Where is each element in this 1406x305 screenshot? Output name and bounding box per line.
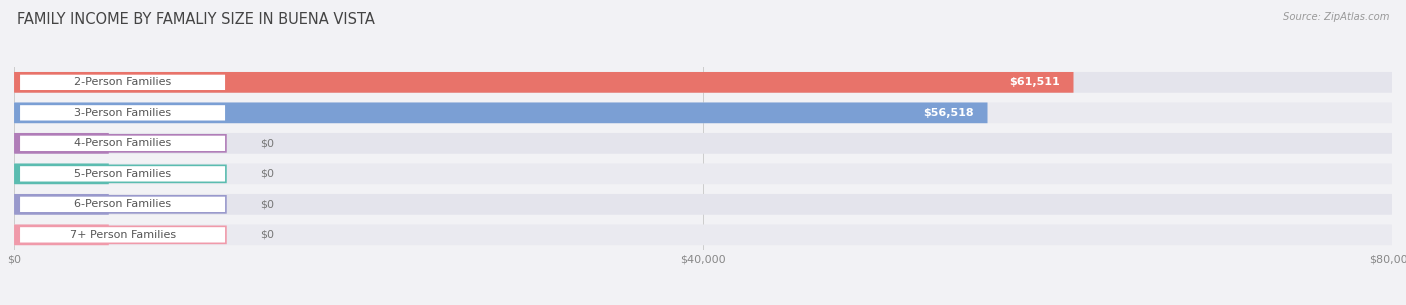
FancyBboxPatch shape [14, 224, 108, 245]
Text: $0: $0 [260, 199, 274, 209]
FancyBboxPatch shape [14, 224, 1392, 245]
Text: 4-Person Families: 4-Person Families [75, 138, 172, 148]
FancyBboxPatch shape [14, 133, 1392, 154]
FancyBboxPatch shape [20, 226, 226, 243]
Text: FAMILY INCOME BY FAMALIY SIZE IN BUENA VISTA: FAMILY INCOME BY FAMALIY SIZE IN BUENA V… [17, 12, 375, 27]
Text: $61,511: $61,511 [1010, 77, 1060, 87]
FancyBboxPatch shape [20, 74, 226, 91]
Text: 2-Person Families: 2-Person Families [75, 77, 172, 87]
FancyBboxPatch shape [20, 165, 226, 182]
FancyBboxPatch shape [20, 104, 226, 121]
FancyBboxPatch shape [20, 135, 226, 152]
FancyBboxPatch shape [14, 133, 108, 154]
FancyBboxPatch shape [14, 194, 108, 215]
Text: 5-Person Families: 5-Person Families [75, 169, 172, 179]
FancyBboxPatch shape [20, 196, 226, 213]
FancyBboxPatch shape [14, 72, 1074, 93]
FancyBboxPatch shape [14, 102, 987, 123]
FancyBboxPatch shape [14, 163, 1392, 184]
Text: 3-Person Families: 3-Person Families [75, 108, 172, 118]
FancyBboxPatch shape [14, 163, 108, 184]
FancyBboxPatch shape [14, 194, 1392, 215]
Text: $0: $0 [260, 169, 274, 179]
Text: 6-Person Families: 6-Person Families [75, 199, 172, 209]
Text: $0: $0 [260, 230, 274, 240]
Text: Source: ZipAtlas.com: Source: ZipAtlas.com [1282, 12, 1389, 22]
FancyBboxPatch shape [14, 102, 1392, 123]
Text: $0: $0 [260, 138, 274, 148]
Text: 7+ Person Families: 7+ Person Families [69, 230, 176, 240]
Text: $56,518: $56,518 [924, 108, 974, 118]
FancyBboxPatch shape [14, 72, 1392, 93]
